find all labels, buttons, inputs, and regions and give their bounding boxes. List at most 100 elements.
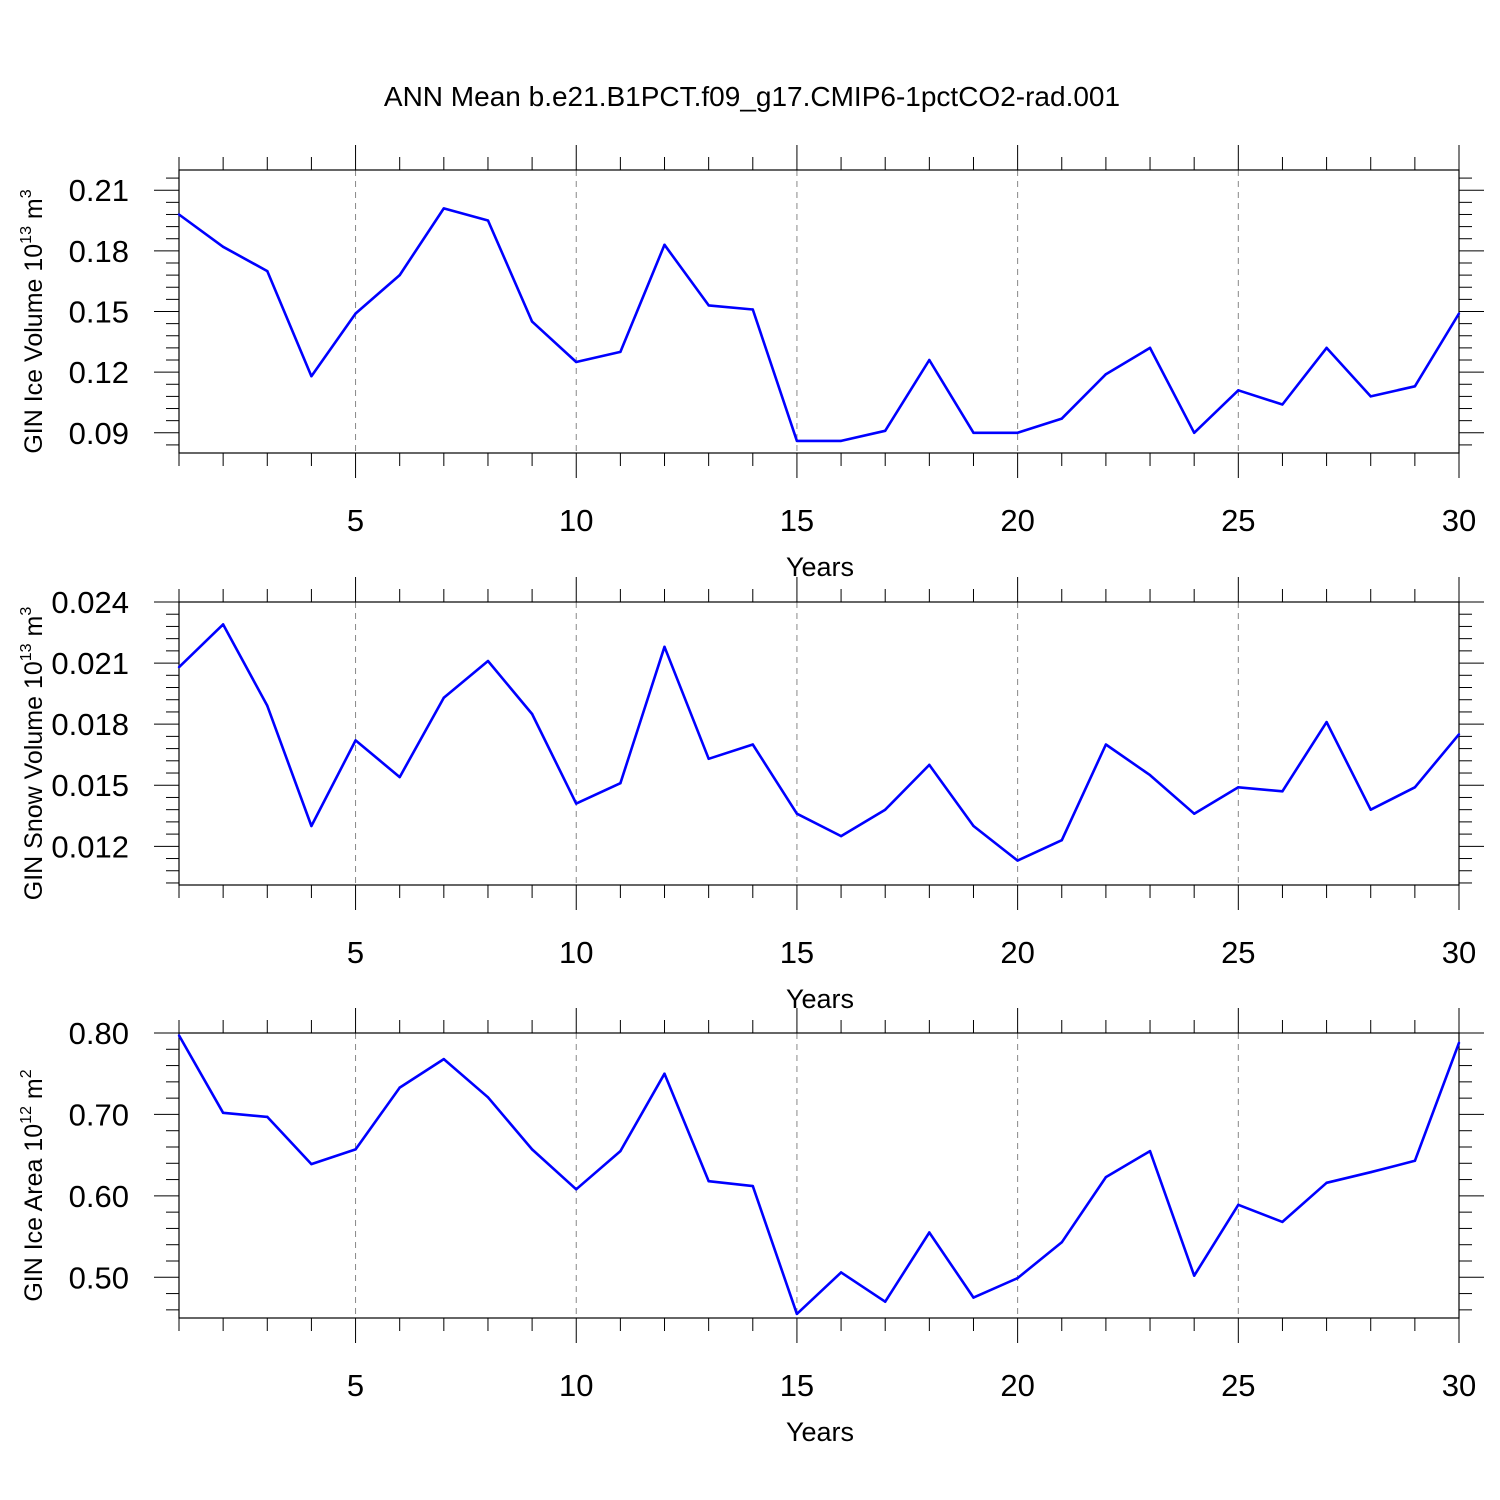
data-point	[839, 439, 843, 443]
data-point	[663, 645, 666, 648]
data-point	[1192, 431, 1196, 434]
data-point	[663, 243, 666, 246]
data-point	[221, 1111, 225, 1115]
data-point	[575, 360, 578, 364]
data-point	[177, 665, 181, 669]
data-point	[619, 1149, 622, 1153]
panels: 5 10 15 20 25 300.090.120.150.180.21YearsGIN …	[18, 145, 1484, 1447]
y-axis-label-unit: m	[20, 1078, 48, 1106]
y-tick-label: 0.012	[51, 829, 129, 864]
data-point	[1148, 773, 1152, 777]
y-tick-label: 0.60	[69, 1179, 129, 1214]
data-point	[354, 739, 357, 742]
data-point	[1413, 1159, 1417, 1163]
data-point	[795, 812, 799, 815]
data-point	[1148, 1149, 1152, 1153]
data-point	[1413, 786, 1417, 789]
plot-frame	[178, 601, 1460, 886]
data-point	[1457, 733, 1461, 736]
data-point	[310, 1162, 313, 1166]
x-tick-label: 15	[780, 503, 814, 538]
data-point	[972, 824, 975, 828]
x-tick-label: 5	[347, 1368, 364, 1403]
series-line	[178, 207, 1461, 443]
x-tick-label: 5	[347, 503, 364, 538]
x-axis-label: Years	[786, 1417, 854, 1447]
data-point	[707, 304, 710, 307]
data-point	[707, 757, 710, 760]
x-axis-label: Years	[786, 552, 854, 582]
data-point	[1104, 1175, 1108, 1179]
y-axis-label-base: GIN Ice Area 10	[20, 1124, 48, 1302]
data-point	[1104, 372, 1108, 376]
x-tick-label: 25	[1221, 935, 1255, 970]
data-point	[663, 1072, 666, 1075]
y-tick-label: 0.70	[69, 1097, 129, 1132]
data-point	[442, 1057, 446, 1061]
y-tick-label: 0.80	[69, 1016, 129, 1051]
y-tick-label: 0.018	[51, 707, 129, 742]
data-point	[884, 808, 887, 811]
data-point	[928, 763, 931, 767]
data-point	[398, 1086, 401, 1089]
data-point	[972, 431, 975, 434]
data-point	[266, 1115, 269, 1119]
x-tick-label: 10	[559, 1368, 593, 1403]
y-axis-label: GIN Ice Volume 1013 m3	[18, 189, 48, 453]
x-tick-label: 10	[559, 503, 593, 538]
data-point	[839, 1271, 843, 1274]
data-point	[972, 1296, 975, 1299]
data-point	[1237, 786, 1240, 789]
data-point	[575, 802, 578, 805]
data-point	[1192, 1274, 1196, 1277]
y-axis-label: GIN Snow Volume 1013 m3	[18, 607, 48, 901]
y-tick-label: 0.15	[69, 295, 129, 330]
data-point	[575, 1188, 578, 1191]
data-point	[266, 704, 269, 708]
data-point	[1104, 743, 1108, 746]
data-point	[486, 1096, 490, 1099]
data-point	[1016, 859, 1019, 862]
y-tick-label: 0.015	[51, 768, 129, 803]
data-point	[1237, 1203, 1240, 1207]
data-point	[1060, 1241, 1063, 1244]
data-point	[1369, 395, 1372, 398]
data-point	[1148, 346, 1152, 350]
y-tick-label: 0.50	[69, 1260, 129, 1295]
y-tick-label: 0.21	[69, 173, 129, 208]
data-point	[795, 439, 799, 443]
y-axis-label-exponent: 13	[18, 226, 35, 244]
data-point	[442, 207, 446, 210]
data-point	[221, 623, 225, 626]
data-point	[1060, 417, 1063, 420]
data-point	[795, 1312, 799, 1316]
data-point	[1281, 1220, 1284, 1224]
y-tick-label: 0.024	[51, 585, 129, 620]
panel-3: 5 10 15 20 25 30 0.50 0.60 0.70 0.80 Years GIN Ice …	[18, 1008, 1484, 1447]
data-point	[1413, 385, 1417, 388]
series-line	[178, 623, 1460, 862]
data-point	[354, 1148, 357, 1151]
data-point	[1369, 1171, 1372, 1174]
series-line	[177, 1034, 1461, 1316]
x-tick-label: 20	[1000, 935, 1034, 970]
data-point	[707, 1180, 710, 1183]
data-point	[884, 1300, 887, 1303]
data-point	[751, 308, 754, 311]
y-axis-label: GIN Ice Area 1012 m2	[18, 1069, 48, 1301]
y-axis-label-unit-exponent: 3	[18, 189, 35, 198]
data-point	[1325, 720, 1328, 724]
data-point	[751, 1184, 754, 1188]
data-point	[1369, 808, 1372, 811]
data-point	[177, 1034, 181, 1037]
y-axis-label-unit: m	[20, 616, 48, 644]
chart-title: ANN Mean b.e21.B1PCT.f09_g17.CMIP6-1pctC…	[384, 81, 1120, 112]
data-point	[486, 219, 490, 222]
x-tick-label: 20	[1000, 503, 1034, 538]
panel-1: 5 10 15 20 25 30 0.09 0.12 0.15 0.18 0.21 Years GIN …	[18, 145, 1484, 582]
y-tick-label: 0.12	[69, 355, 129, 390]
x-tick-label: 15	[780, 1368, 814, 1403]
y-axis-label-exponent: 12	[18, 1106, 35, 1124]
data-point	[928, 1231, 931, 1234]
